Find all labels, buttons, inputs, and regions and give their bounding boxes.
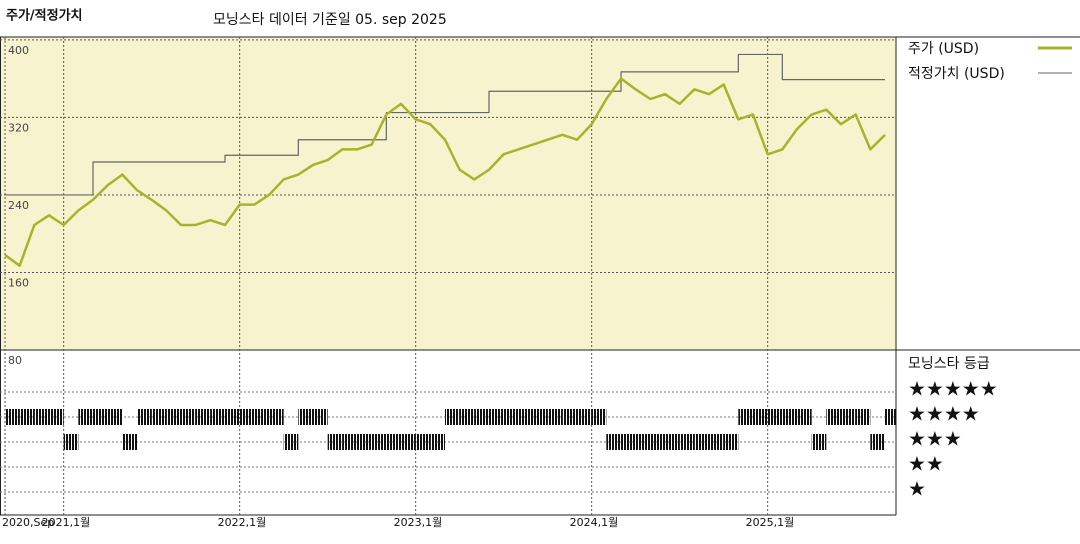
rating-bar xyxy=(591,409,607,425)
rating-legend: ★★★★★ xyxy=(908,377,998,401)
fair-value-line xyxy=(5,53,885,196)
rating-bar xyxy=(151,409,167,425)
rating-bar xyxy=(738,409,753,425)
rating-bar xyxy=(679,434,695,450)
rating-bar xyxy=(445,409,460,425)
legend-label: 주가 (USD) xyxy=(908,41,979,57)
rating-bar xyxy=(107,409,123,425)
price-line xyxy=(4,77,886,267)
rating-bar xyxy=(283,434,299,450)
x-tick-label: 2021,1월 xyxy=(42,516,91,529)
rating-bar xyxy=(855,409,871,425)
rating-bar xyxy=(709,434,724,450)
rating-bar xyxy=(489,409,504,425)
rating-bar xyxy=(459,409,475,425)
rating-bar xyxy=(547,409,563,425)
rating-bar xyxy=(93,409,108,425)
rating-bar xyxy=(797,409,812,425)
rating-bar xyxy=(19,409,35,425)
rating-bar xyxy=(386,434,401,450)
rating-bar xyxy=(239,409,255,425)
rating-bar xyxy=(5,409,20,425)
x-tick-label: 2020,Sep xyxy=(2,516,54,529)
rating-bar xyxy=(269,409,284,425)
rating-bar xyxy=(665,434,680,450)
rating-bar xyxy=(518,409,533,425)
y-tick-label: 240 xyxy=(8,199,29,212)
frame xyxy=(0,36,1080,516)
rating-bar xyxy=(49,409,64,425)
ratings-title: 모닝스타 등급 xyxy=(908,356,990,372)
rating-bar xyxy=(181,409,196,425)
rating-bar xyxy=(753,409,768,425)
rating-bar xyxy=(166,409,181,425)
rating-bar xyxy=(122,434,137,450)
rating-bar xyxy=(137,409,152,425)
rating-bar xyxy=(635,434,651,450)
rating-bar xyxy=(870,434,885,450)
plot-background xyxy=(0,37,896,350)
rating-bar xyxy=(327,434,343,450)
rating-bar xyxy=(606,434,621,450)
x-tick-label: 2024,1월 xyxy=(570,516,619,529)
rating-bar xyxy=(342,434,357,450)
rating-bar xyxy=(298,409,313,425)
x-tick-label: 2022,1월 xyxy=(218,516,267,529)
rating-bar xyxy=(78,409,93,425)
rating-legend: ★★★★ xyxy=(908,402,980,426)
rating-bar xyxy=(415,434,431,450)
rating-bar xyxy=(562,409,577,425)
rating-bar xyxy=(723,434,739,450)
rating-bar xyxy=(811,434,827,450)
chart-subtitle: 모닝스타 데이터 기준일 05. sep 2025 xyxy=(213,12,447,28)
rating-bar xyxy=(195,409,211,425)
legend-label: 적정가치 (USD) xyxy=(908,66,1005,82)
rating-bar xyxy=(885,409,896,425)
rating-legend: ★★★ xyxy=(908,427,962,451)
rating-bar xyxy=(210,409,225,425)
rating-bar xyxy=(63,434,79,450)
rating-bar xyxy=(503,409,519,425)
rating-bar xyxy=(533,409,548,425)
y-tick-label: 400 xyxy=(8,44,29,57)
rating-bar xyxy=(313,409,328,425)
rating-bar xyxy=(357,434,372,450)
rating-bar xyxy=(694,434,709,450)
rating-legend: ★ xyxy=(908,477,926,501)
y-tick-label: 320 xyxy=(8,121,29,134)
x-tick-label: 2025,1월 xyxy=(746,516,795,529)
rating-bar xyxy=(254,409,269,425)
rating-legend: ★★ xyxy=(908,452,944,476)
x-tick-label: 2023,1월 xyxy=(394,516,443,529)
chart-title: 주가/적정가치 xyxy=(6,8,83,24)
rating-bar xyxy=(650,434,665,450)
rating-bar xyxy=(826,409,841,425)
rating-bar xyxy=(621,434,636,450)
rating-bar xyxy=(430,434,445,450)
rating-bar xyxy=(841,409,856,425)
rating-bar xyxy=(401,434,416,450)
rating-bar xyxy=(225,409,240,425)
y-tick-label: 80 xyxy=(8,354,22,367)
rating-bar xyxy=(577,409,592,425)
rating-bar xyxy=(474,409,489,425)
rating-bar xyxy=(767,409,783,425)
rating-bar xyxy=(782,409,797,425)
rating-bar xyxy=(34,409,49,425)
y-tick-label: 160 xyxy=(8,276,29,289)
rating-bar xyxy=(371,434,387,450)
